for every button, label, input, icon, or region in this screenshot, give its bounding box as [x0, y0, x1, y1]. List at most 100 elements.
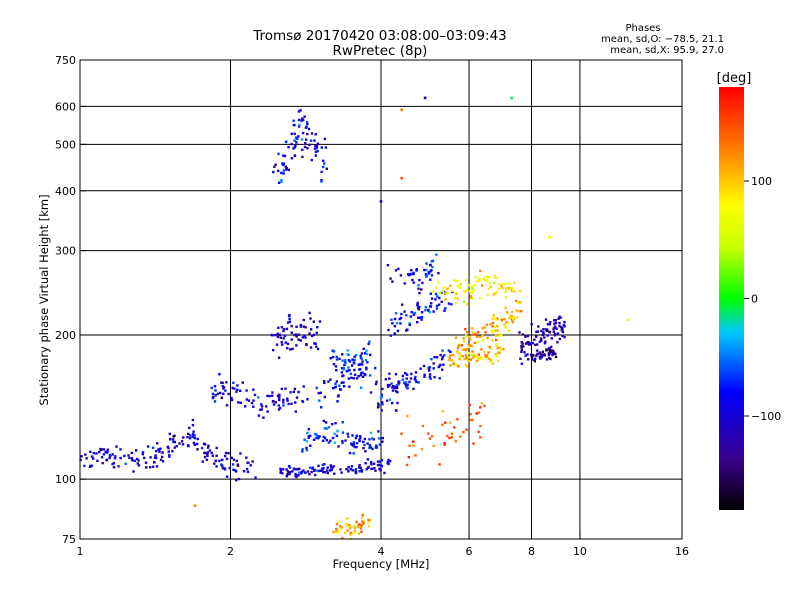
- data-point: [335, 530, 338, 533]
- data-point: [365, 468, 368, 471]
- data-point: [361, 360, 364, 363]
- data-point: [350, 376, 353, 379]
- data-point: [360, 372, 363, 375]
- data-point: [520, 350, 523, 353]
- data-point: [145, 466, 148, 469]
- data-point: [322, 470, 325, 474]
- data-point: [394, 409, 398, 412]
- data-point: [305, 125, 308, 128]
- data-point: [301, 400, 305, 403]
- data-point: [484, 331, 487, 334]
- y-tick-label: 400: [55, 185, 76, 198]
- data-point: [302, 469, 305, 472]
- data-point: [428, 311, 432, 314]
- data-point: [496, 317, 499, 320]
- data-point: [331, 436, 335, 440]
- data-point: [411, 278, 414, 282]
- data-point: [366, 458, 370, 461]
- data-point: [316, 142, 320, 145]
- data-point: [290, 338, 293, 341]
- data-point: [203, 451, 206, 455]
- data-point: [303, 115, 306, 118]
- colorbar-tick-label: 100: [751, 175, 772, 188]
- data-point: [495, 291, 498, 294]
- data-point: [345, 467, 348, 471]
- data-point: [359, 354, 362, 358]
- data-point: [461, 355, 464, 358]
- data-point: [338, 384, 341, 387]
- data-point: [370, 463, 373, 466]
- data-point: [249, 464, 252, 467]
- data-point: [378, 443, 382, 446]
- data-point: [352, 531, 356, 535]
- data-point: [361, 516, 364, 519]
- data-point: [333, 432, 336, 435]
- data-point: [282, 169, 286, 172]
- data-point: [357, 375, 360, 378]
- data-point: [225, 457, 229, 461]
- data-point: [159, 458, 163, 461]
- data-point: [430, 358, 433, 361]
- data-point: [530, 323, 533, 326]
- chart-title: Tromsø 20170420 03:08:00–03:09:43: [252, 28, 507, 44]
- data-point: [172, 435, 175, 438]
- data-point: [285, 468, 288, 471]
- data-point: [439, 353, 442, 357]
- data-point: [316, 326, 319, 329]
- data-point: [520, 344, 523, 348]
- data-point: [485, 323, 489, 326]
- data-point: [447, 356, 450, 359]
- data-point: [258, 408, 262, 411]
- data-point: [415, 380, 418, 384]
- data-point: [193, 434, 196, 437]
- data-point: [378, 460, 382, 463]
- data-point: [487, 351, 490, 354]
- data-point: [335, 369, 338, 372]
- data-point: [300, 119, 303, 123]
- data-point: [305, 446, 308, 450]
- data-point: [89, 450, 92, 453]
- data-point: [450, 432, 454, 435]
- data-point: [367, 525, 371, 528]
- data-point: [302, 118, 305, 122]
- data-point: [313, 342, 316, 345]
- data-point: [365, 366, 368, 369]
- data-point: [563, 321, 566, 324]
- data-point: [282, 468, 285, 471]
- data-point: [562, 324, 565, 327]
- data-point: [383, 471, 386, 475]
- data-point: [346, 524, 349, 527]
- data-point: [538, 351, 542, 354]
- data-point: [443, 354, 446, 357]
- data-point: [306, 122, 309, 126]
- data-point: [417, 287, 420, 290]
- data-point: [428, 305, 432, 308]
- data-point: [305, 449, 309, 452]
- data-point: [468, 290, 472, 293]
- data-point: [294, 144, 297, 148]
- data-point: [467, 284, 470, 287]
- data-point: [222, 386, 226, 389]
- data-point: [303, 438, 306, 441]
- data-point: [285, 167, 288, 170]
- data-point: [286, 470, 290, 473]
- data-point: [453, 279, 456, 282]
- data-point: [297, 333, 300, 336]
- data-point: [202, 442, 206, 445]
- data-point: [359, 386, 363, 389]
- data-point: [347, 435, 350, 438]
- data-point: [295, 335, 298, 338]
- data-point: [518, 331, 521, 334]
- data-point: [326, 471, 329, 475]
- data-point: [330, 466, 333, 469]
- data-point: [119, 456, 122, 460]
- data-point: [548, 349, 552, 352]
- data-point: [546, 348, 550, 351]
- data-point: [497, 351, 500, 354]
- data-point: [493, 325, 497, 329]
- data-point: [289, 471, 292, 474]
- data-point: [393, 325, 397, 328]
- data-point: [494, 276, 498, 279]
- data-point: [316, 149, 319, 153]
- data-point: [160, 455, 164, 459]
